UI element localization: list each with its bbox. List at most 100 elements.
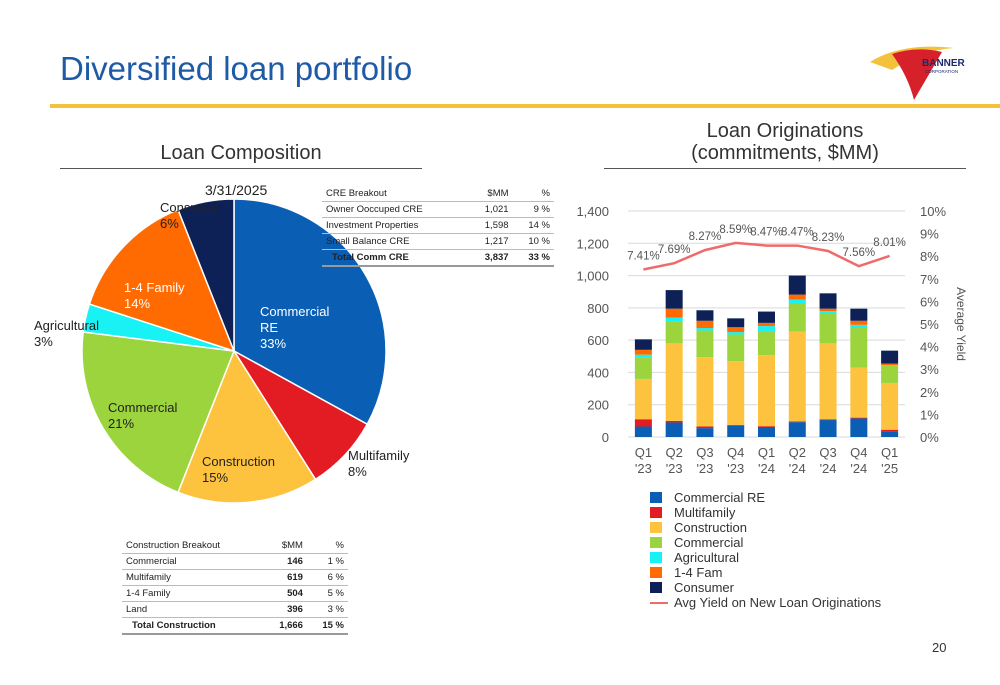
bar-segment bbox=[850, 324, 868, 329]
y-right-tick-label: 6% bbox=[920, 294, 939, 309]
construction-header-pct: % bbox=[306, 538, 348, 554]
yield-data-label: 8.01% bbox=[873, 237, 906, 249]
pie-slice-label: Multifamily 8% bbox=[348, 448, 410, 479]
legend-swatch bbox=[650, 492, 662, 503]
originations-heading-line2: (commitments, $MM) bbox=[691, 142, 879, 164]
legend-item: Commercial bbox=[650, 535, 881, 550]
bar-segment bbox=[819, 343, 837, 420]
legend-swatch bbox=[650, 552, 662, 563]
construction-row-pct: 5 % bbox=[306, 585, 348, 602]
bar-segment bbox=[819, 313, 837, 344]
cre-row-pct: 10 % bbox=[512, 233, 554, 250]
legend-label: Commercial RE bbox=[674, 490, 766, 505]
yield-data-label: 8.47% bbox=[781, 227, 814, 239]
bar-segment bbox=[850, 308, 868, 321]
bar-segment bbox=[696, 320, 714, 329]
cre-row-label: Investment Properties bbox=[322, 217, 469, 234]
yield-data-label: 8.59% bbox=[719, 224, 752, 236]
table-row: Commercial 146 1 % bbox=[122, 553, 348, 570]
page-number: 20 bbox=[932, 640, 947, 655]
legend-swatch bbox=[650, 507, 662, 518]
pie-slice-label: Consumer 6% bbox=[160, 200, 221, 231]
bar-segment bbox=[758, 311, 775, 323]
legend-label: Commercial bbox=[674, 535, 744, 550]
bar-segment bbox=[665, 343, 683, 421]
title-underline bbox=[50, 104, 1000, 108]
logo-text: BANNER bbox=[922, 58, 966, 69]
construction-row-label: 1-4 Family bbox=[122, 585, 264, 602]
bar-segment bbox=[850, 328, 868, 368]
x-tick-label: Q3 bbox=[696, 445, 713, 460]
bar-segment bbox=[881, 382, 899, 430]
pie-slice-label: Commercial 21% bbox=[108, 400, 177, 431]
legend-item: Avg Yield on New Loan Originations bbox=[650, 595, 881, 610]
table-row: Small Balance CRE 1,217 10 % bbox=[322, 233, 554, 250]
y-right-tick-label: 7% bbox=[920, 272, 939, 287]
x-tick-label: Q1 bbox=[635, 445, 652, 460]
bar-segment bbox=[788, 275, 806, 295]
construction-row-mm: 504 bbox=[263, 585, 307, 602]
cre-total-pct: 33 % bbox=[512, 249, 554, 267]
table-row: Multifamily 619 6 % bbox=[122, 569, 348, 586]
bar-segment bbox=[634, 354, 652, 358]
bar-segment bbox=[634, 357, 652, 379]
x-tick-label: Q1 bbox=[881, 445, 898, 460]
logo-subtext: CORPORATION bbox=[925, 69, 958, 74]
x-tick-label: Q4 bbox=[727, 445, 744, 460]
bar-segment bbox=[758, 355, 775, 427]
bar-segment bbox=[819, 311, 837, 314]
cre-breakout-table: CRE Breakout $MM % Owner Ooccuped CRE 1,… bbox=[322, 186, 554, 267]
construction-row-label: Commercial bbox=[122, 553, 264, 570]
bar-segment bbox=[758, 426, 775, 427]
table-row: Owner Ooccuped CRE 1,021 9 % bbox=[322, 201, 554, 218]
construction-row-label: Land bbox=[122, 601, 264, 618]
x-tick-label: '23 bbox=[666, 461, 683, 476]
bar-segment bbox=[634, 339, 652, 350]
bar-segment bbox=[634, 378, 652, 420]
bar-segment bbox=[727, 425, 745, 437]
bar-segment bbox=[696, 330, 714, 358]
construction-total-label: Total Construction bbox=[122, 617, 264, 635]
construction-row-pct: 6 % bbox=[306, 569, 348, 586]
y-left-tick-label: 1,200 bbox=[576, 236, 609, 251]
construction-breakout-table: Construction Breakout $MM % Commercial 1… bbox=[122, 538, 348, 635]
pie-slice-label: Commercial RE 33% bbox=[260, 304, 329, 351]
legend-label: Multifamily bbox=[674, 505, 736, 520]
bar-segment bbox=[696, 428, 714, 437]
cre-row-pct: 9 % bbox=[512, 201, 554, 218]
legend-label: Consumer bbox=[674, 580, 734, 595]
table-row: 1-4 Family 504 5 % bbox=[122, 585, 348, 602]
composition-heading: Loan Composition bbox=[160, 142, 322, 164]
construction-row-mm: 146 bbox=[263, 553, 307, 570]
bar-segment bbox=[850, 367, 868, 418]
composition-date: 3/31/2025 bbox=[205, 182, 268, 198]
y-right-tick-label: 9% bbox=[920, 227, 939, 242]
bar-segment bbox=[758, 426, 775, 437]
x-tick-label: '24 bbox=[820, 461, 837, 476]
cre-total-row: Total Comm CRE 3,837 33 % bbox=[322, 249, 554, 267]
logo-red-sail bbox=[892, 49, 942, 100]
y-left-tick-label: 0 bbox=[602, 430, 609, 445]
bar-segment bbox=[727, 424, 745, 426]
bar-segment bbox=[758, 322, 775, 327]
y-right-tick-label: 2% bbox=[920, 385, 939, 400]
y-right-axis-label: Average Yield bbox=[954, 287, 968, 361]
y-left-tick-label: 200 bbox=[587, 398, 609, 413]
bar-segment bbox=[788, 421, 806, 423]
cre-row-mm: 1,598 bbox=[468, 217, 513, 234]
cre-row-pct: 14 % bbox=[512, 217, 554, 234]
banner-logo: BANNER CORPORATION bbox=[870, 46, 966, 100]
bar-segment bbox=[881, 365, 899, 366]
construction-row-pct: 3 % bbox=[306, 601, 348, 618]
legend-label: Avg Yield on New Loan Originations bbox=[674, 595, 882, 610]
construction-row-pct: 1 % bbox=[306, 553, 348, 570]
y-right-tick-label: 0% bbox=[920, 430, 939, 445]
cre-row-label: Small Balance CRE bbox=[322, 233, 469, 250]
bar-segment bbox=[665, 317, 683, 322]
pie-slice bbox=[177, 349, 317, 504]
y-right-tick-label: 1% bbox=[920, 407, 939, 422]
construction-header-mm: $MM bbox=[263, 538, 307, 554]
bar-segment bbox=[727, 361, 745, 425]
y-left-tick-label: 600 bbox=[587, 333, 609, 348]
bar-segment bbox=[665, 422, 683, 437]
